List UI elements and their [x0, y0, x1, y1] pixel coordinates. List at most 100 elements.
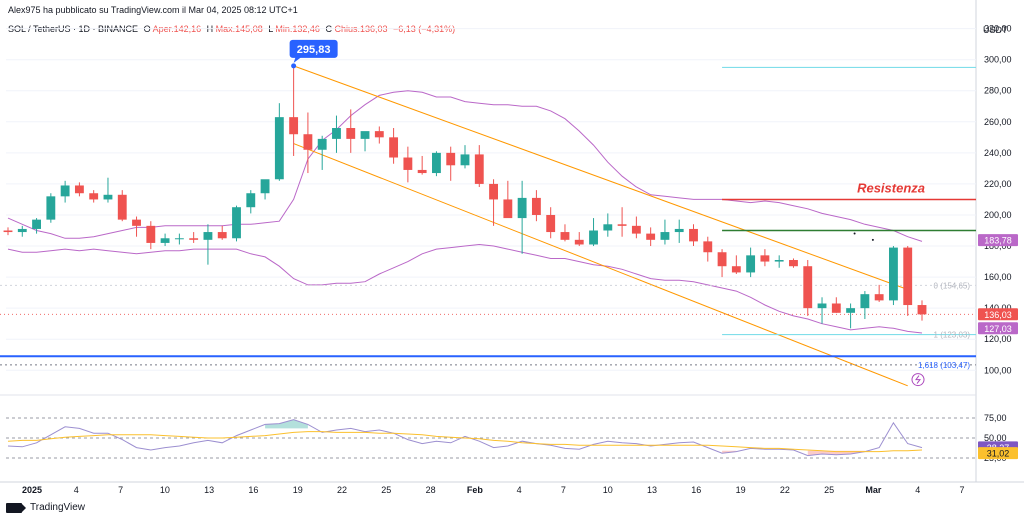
price-tag-box: [978, 308, 1018, 321]
candle-body: [332, 128, 341, 139]
candle-body: [217, 232, 227, 239]
candle-body: [846, 308, 856, 313]
candle-body: [903, 247, 913, 306]
candle-body: [574, 239, 584, 245]
candle-body: [674, 228, 684, 233]
candle-body: [589, 230, 598, 245]
price-tick-label: 240,00: [984, 148, 1012, 158]
candle-body: [274, 117, 284, 180]
annotation-dot: [853, 232, 856, 235]
price-tick-label: 140,00: [984, 303, 1012, 313]
time-tick-label: 25: [824, 485, 834, 495]
candle-body: [703, 241, 713, 253]
fib-level-label: 1 (123,03): [934, 330, 971, 339]
candle-body: [3, 230, 13, 233]
footer-brand: TradingView: [6, 502, 85, 513]
candle-body: [760, 255, 770, 262]
candle-body: [446, 152, 456, 166]
price-tag-box: [978, 234, 1018, 247]
candle-body: [689, 228, 698, 242]
price-tag-text: 127,03: [984, 324, 1012, 334]
candle-body: [817, 303, 827, 309]
candle-body: [489, 183, 498, 200]
rsi-tick-label: 50,00: [984, 433, 1007, 443]
time-tick-label: 10: [603, 485, 613, 495]
price-tag-text: 136,03: [984, 310, 1012, 320]
candle-body: [646, 233, 656, 240]
time-tick-label: 22: [337, 485, 347, 495]
time-tick-label: 7: [959, 485, 964, 495]
candle-body: [103, 194, 113, 200]
candle-body: [531, 197, 541, 215]
currency-label: USDT: [983, 25, 1008, 35]
time-tick-label: 28: [426, 485, 436, 495]
candle-body: [560, 232, 570, 240]
candle-body: [89, 193, 99, 200]
channel-upper-line: [293, 65, 908, 290]
rsi-line: [7, 419, 923, 457]
time-tick-label: 13: [647, 485, 657, 495]
price-tick-label: 200,00: [984, 210, 1012, 220]
candle-body: [603, 224, 613, 231]
price-tick-label: 260,00: [984, 117, 1012, 127]
brand-label: TradingView: [30, 502, 86, 513]
time-tick-label: 16: [248, 485, 258, 495]
peak-label-box: [289, 39, 338, 58]
time-tick-label: 4: [915, 485, 920, 495]
lightning-icon: [911, 373, 925, 387]
price-tick-label: 220,00: [984, 179, 1012, 189]
time-tick-label: 16: [691, 485, 701, 495]
time-tick-label: 19: [736, 485, 746, 495]
channel-lower-line: [293, 143, 908, 387]
candle-body: [803, 266, 813, 309]
time-tick-label: 19: [293, 485, 303, 495]
candle-body: [74, 185, 84, 194]
rsi-overbought-fill: [265, 419, 308, 429]
candle-body: [174, 238, 184, 240]
price-tick-label: 120,00: [984, 334, 1012, 344]
annotation-dot: [871, 238, 874, 241]
candle-body: [346, 128, 356, 139]
candle-body: [774, 260, 784, 262]
fib-level-label: 1,618 (103,47): [918, 361, 970, 370]
candle-body: [260, 179, 270, 194]
candle-body: [32, 219, 41, 229]
time-tick-label: 13: [204, 485, 214, 495]
upper-band-line: [7, 90, 923, 242]
candle-body: [232, 207, 241, 239]
time-tick-label: 25: [381, 485, 391, 495]
candle-body: [631, 225, 641, 234]
rsi-tick-label: 75,00: [984, 413, 1007, 423]
candle-body: [874, 294, 884, 301]
lower-band-line: [7, 243, 923, 334]
candle-body: [546, 214, 556, 233]
candle-body: [917, 305, 927, 315]
candle-body: [432, 152, 441, 174]
candle-body: [317, 138, 327, 150]
candle-body: [403, 157, 413, 170]
peak-label-text: 295,83: [297, 44, 331, 56]
candle-body: [889, 247, 898, 301]
candle-body: [860, 294, 870, 309]
candle-body: [17, 228, 27, 233]
candle-body: [117, 194, 127, 220]
tradingview-logo-icon: [6, 502, 26, 513]
price-tick-label: 100,00: [984, 365, 1012, 375]
candle-body: [146, 225, 156, 243]
time-tick-label: 10: [160, 485, 170, 495]
price-tick-label: 320,00: [984, 24, 1012, 34]
fib-level-label: 0 (154,65): [934, 281, 971, 290]
candle-body: [360, 131, 370, 139]
time-tick-label: 4: [74, 485, 79, 495]
time-tick-label: Mar: [865, 485, 882, 495]
candle-body: [289, 117, 299, 135]
candle-body: [246, 193, 256, 208]
rsi-ma-line: [7, 431, 923, 453]
time-tick-label: Feb: [467, 485, 484, 495]
candle-body: [789, 260, 798, 267]
peak-label-pointer: [293, 56, 302, 63]
candle-body: [374, 131, 384, 138]
candle-body: [417, 169, 427, 174]
candle-body: [389, 137, 399, 158]
